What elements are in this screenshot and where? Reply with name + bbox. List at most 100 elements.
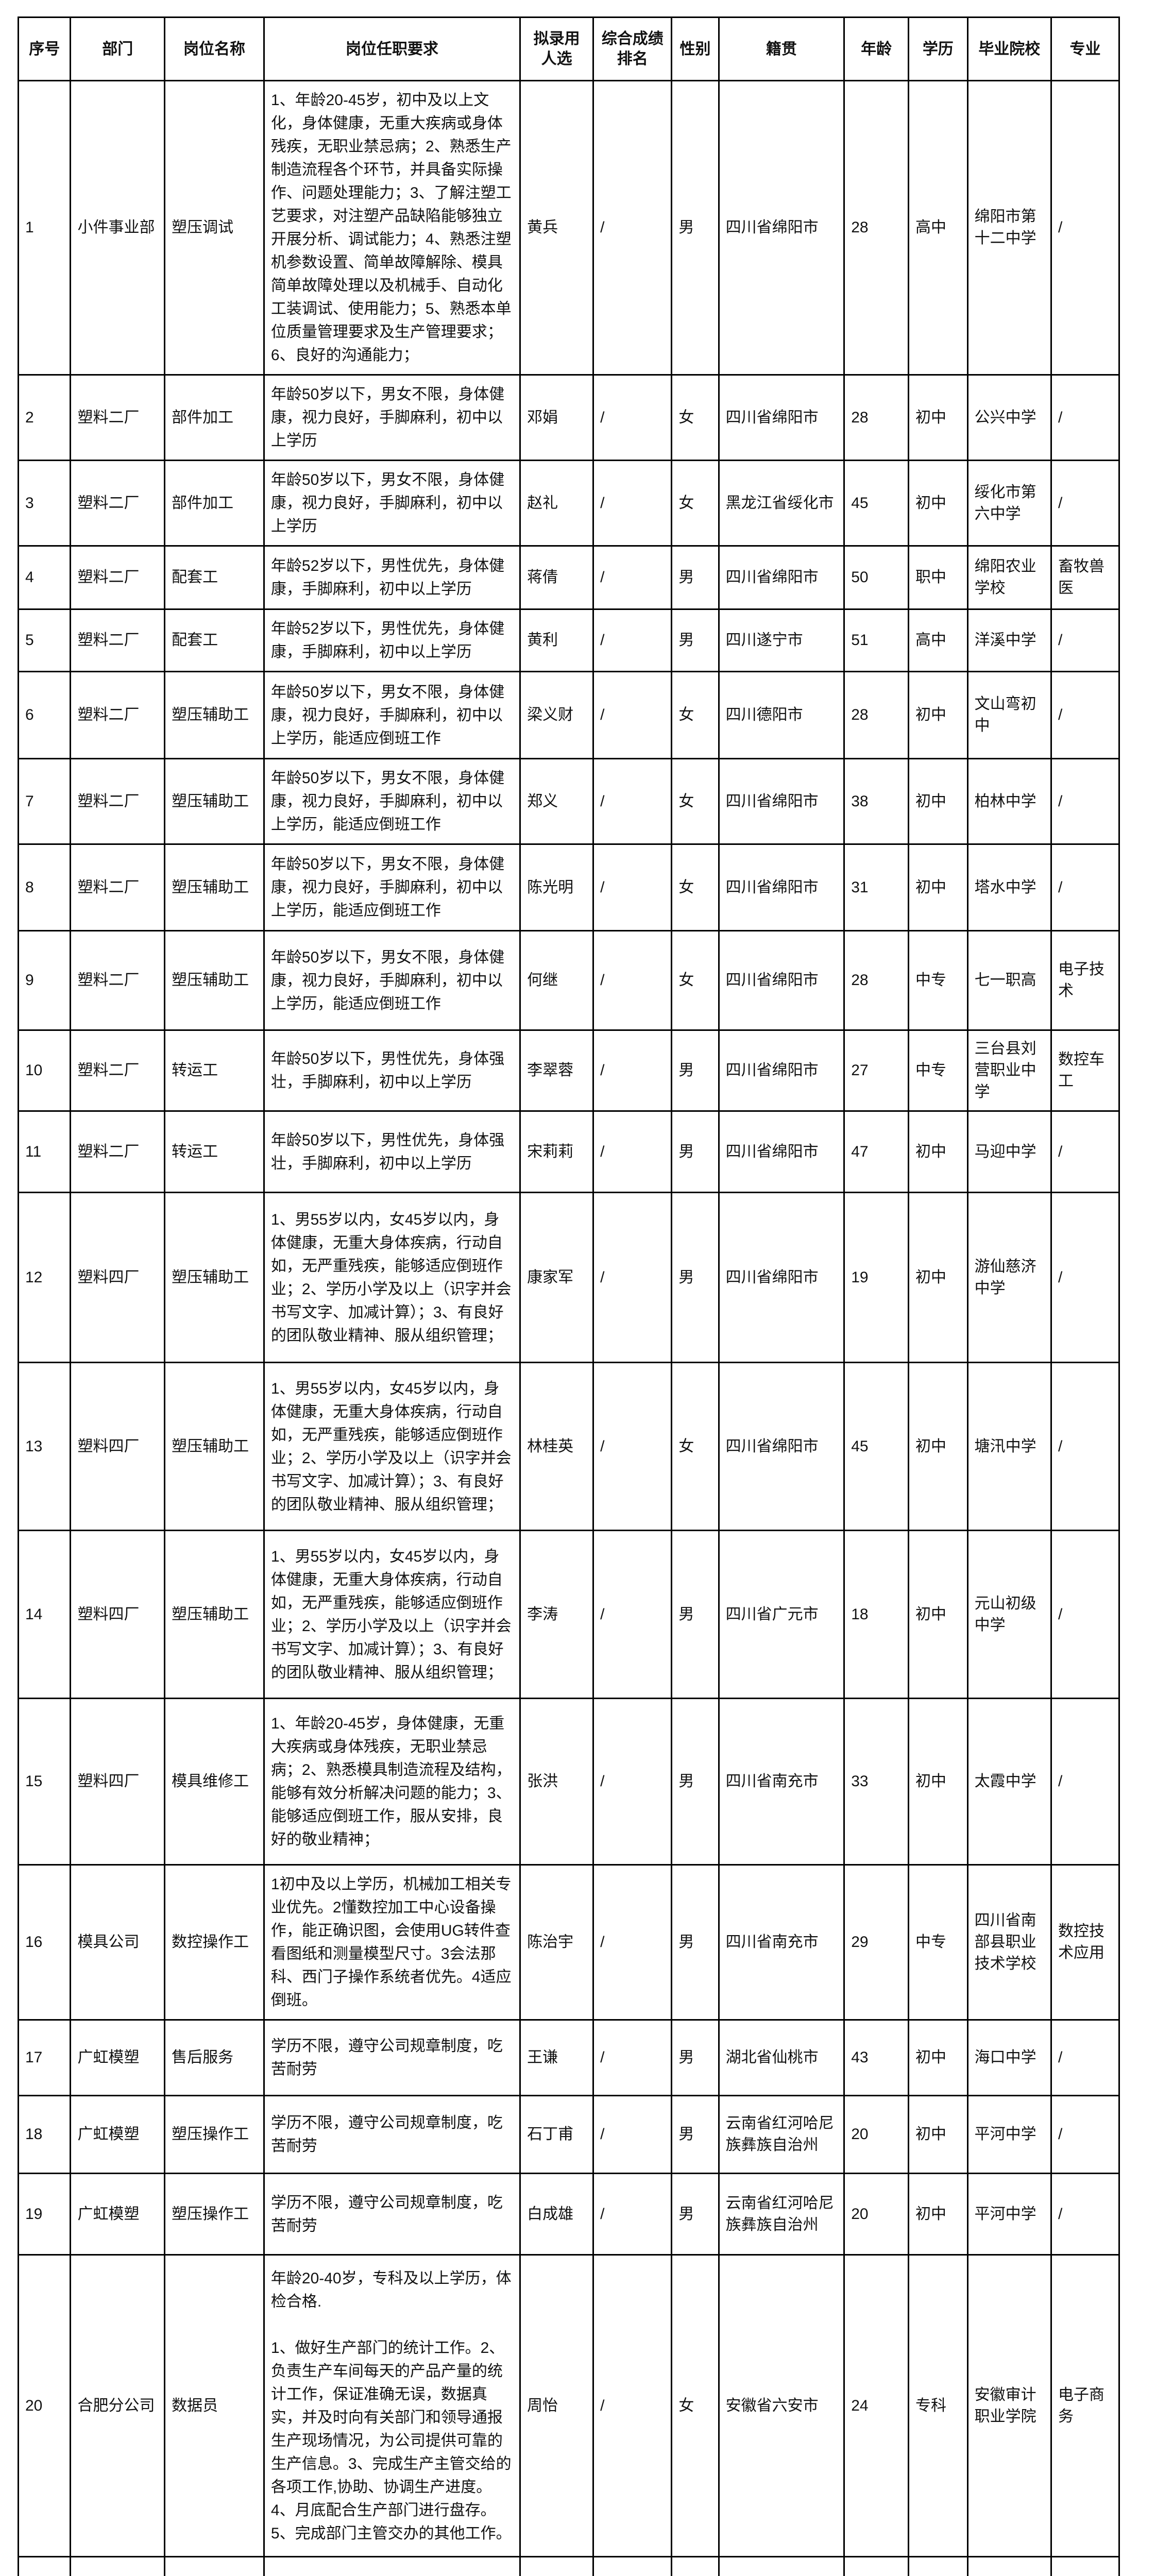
cell-gender: 女 [671, 930, 720, 1031]
cell-department: 塑料二厂 [70, 460, 166, 547]
cell-candidate: 陈治宇 [519, 1864, 594, 2021]
cell-position: 模具维修工 [164, 1698, 265, 1866]
cell-position: 部件加工 [164, 374, 265, 461]
cell-gender: 女 [671, 2254, 720, 2557]
cell-education: 初中 [907, 758, 968, 845]
cell-school: 四川省南部县职业技术学校 [966, 1864, 1052, 2021]
cell-major: / [1050, 1110, 1120, 1193]
cell-age: 20 [843, 2095, 909, 2174]
cell-education: 专科 [907, 2254, 968, 2557]
cell-age: 28 [843, 930, 909, 1031]
cell-rank: / [592, 930, 673, 1031]
cell-school: 平河中学 [966, 2173, 1052, 2256]
cell-education: 职中 [907, 545, 968, 610]
cell-requirements: 1、男55岁以内，女45岁以内，身体健康，无重大身体疾病，行动自如，无严重残疾，… [263, 1192, 521, 1363]
cell-school: 塘汛中学 [966, 1362, 1052, 1531]
cell-position: 转运工 [164, 1110, 265, 1193]
cell-age: 45 [843, 1362, 909, 1531]
cell-candidate: 周怡 [519, 2254, 594, 2557]
cell-hometown: 四川省绵阳市 [718, 1192, 845, 1363]
table-row: 1 小件事业部 塑压调试 1、年龄20-45岁，初中及以上文化，身体健康，无重大… [17, 80, 1120, 376]
cell-position: 数控操作工 [164, 1864, 265, 2021]
column-header-department: 部门 [70, 16, 166, 81]
column-header-index: 序号 [17, 16, 72, 81]
cell-index: 19 [17, 2173, 72, 2256]
cell-requirements: 年龄50岁以下，男女不限，身体健康，视力良好，手脚麻利，初中以上学历 [263, 460, 521, 547]
cell-index: 18 [17, 2095, 72, 2174]
cell-department: 塑料二厂 [70, 608, 166, 672]
cell-hometown: 四川省绵阳市 [718, 374, 845, 461]
cell-gender: 女 [671, 671, 720, 759]
cell-department: 塑料二厂 [70, 758, 166, 845]
cell-candidate: 郑义 [519, 758, 594, 845]
cell-position: 数据员 [164, 2254, 265, 2557]
cell-age: 33 [843, 1698, 909, 1866]
cell-hometown: 安徽省合肥市 [718, 2556, 845, 2576]
cell-rank: / [592, 2019, 673, 2096]
cell-age: 29 [843, 1864, 909, 2021]
cell-requirements: 年龄50岁以下，男性优先，身体强壮，手脚麻利，初中以上学历 [263, 1029, 521, 1112]
cell-index: 11 [17, 1110, 72, 1193]
cell-gender: 女 [671, 460, 720, 547]
cell-hometown: 四川遂宁市 [718, 608, 845, 672]
cell-candidate: 梁义财 [519, 671, 594, 759]
cell-age: 45 [843, 460, 909, 547]
cell-department: 广虹模塑 [70, 2019, 166, 2096]
cell-school: 平河中学 [966, 2095, 1052, 2174]
cell-requirements: 年龄50岁以下，男女不限，身体健康，视力良好，手脚麻利，初中以上学历，能适应倒班… [263, 843, 521, 931]
cell-school: 太霞中学 [966, 1698, 1052, 1866]
table-row: 16 模具公司 数控操作工 1初中及以上学历，机械加工相关专业优先。2懂数控加工… [17, 1864, 1120, 2021]
cell-position: 转运工 [164, 1029, 265, 1112]
cell-education: 初中 [907, 1192, 968, 1363]
cell-education: 中专 [907, 930, 968, 1031]
cell-school: 七一职高 [966, 930, 1052, 1031]
table-row: 6 塑料二厂 塑压辅助工 年龄50岁以下，男女不限，身体健康，视力良好，手脚麻利… [17, 671, 1120, 759]
table-row: 13 塑料四厂 塑压辅助工 1、男55岁以内，女45岁以内，身体健康，无重大身体… [17, 1362, 1120, 1531]
cell-gender: 男 [671, 1110, 720, 1193]
table-row: 12 塑料四厂 塑压辅助工 1、男55岁以内，女45岁以内，身体健康，无重大身体… [17, 1192, 1120, 1363]
cell-major: / [1050, 80, 1120, 376]
cell-requirements: 学历不限，遵守公司规章制度，吃苦耐劳 [263, 2019, 521, 2096]
cell-index: 5 [17, 608, 72, 672]
cell-position: 数据员 [164, 2556, 265, 2576]
table-row: 10 塑料二厂 转运工 年龄50岁以下，男性优先，身体强壮，手脚麻利，初中以上学… [17, 1029, 1120, 1112]
cell-education: 初中 [907, 1110, 968, 1193]
cell-rank: / [592, 1029, 673, 1112]
cell-index: 14 [17, 1530, 72, 1699]
cell-candidate: 林桂英 [519, 1362, 594, 1531]
cell-department: 广虹模塑 [70, 2173, 166, 2256]
cell-gender: 男 [671, 1698, 720, 1866]
cell-school: 文山弯初中 [966, 671, 1052, 759]
cell-age: 43 [843, 2019, 909, 2096]
cell-rank: / [592, 671, 673, 759]
cell-age: 18 [843, 1530, 909, 1699]
cell-education: 初中 [907, 2095, 968, 2174]
column-header-school: 毕业院校 [966, 16, 1052, 81]
cell-department: 塑料二厂 [70, 545, 166, 610]
cell-candidate: 王谦 [519, 2019, 594, 2096]
cell-department: 广虹模塑 [70, 2095, 166, 2174]
cell-hometown: 四川省南充市 [718, 1864, 845, 2021]
cell-school: 海口中学 [966, 2019, 1052, 2096]
table-row: 3 塑料二厂 部件加工 年龄50岁以下，男女不限，身体健康，视力良好，手脚麻利，… [17, 460, 1120, 547]
cell-index: 13 [17, 1362, 72, 1531]
cell-school: 塔水中学 [966, 843, 1052, 931]
cell-position: 塑压辅助工 [164, 1362, 265, 1531]
cell-department: 塑料二厂 [70, 1029, 166, 1112]
cell-department: 塑料二厂 [70, 374, 166, 461]
cell-education: 中专 [907, 1864, 968, 2021]
cell-major: 畜牧兽医 [1050, 545, 1120, 610]
cell-position: 塑压辅助工 [164, 1530, 265, 1699]
cell-hometown: 四川省绵阳市 [718, 930, 845, 1031]
cell-rank: / [592, 545, 673, 610]
cell-position: 配套工 [164, 608, 265, 672]
cell-education: 高中 [907, 608, 968, 672]
cell-gender: 男 [671, 1530, 720, 1699]
cell-position: 塑压辅助工 [164, 843, 265, 931]
cell-school: 公兴中学 [966, 374, 1052, 461]
cell-hometown: 云南省红河哈尼族彝族自治州 [718, 2173, 845, 2256]
cell-requirements: 年龄50岁以下，男女不限，身体健康，视力良好，手脚麻利，初中以上学历，能适应倒班… [263, 930, 521, 1031]
cell-education: 初中 [907, 460, 968, 547]
cell-index: 6 [17, 671, 72, 759]
